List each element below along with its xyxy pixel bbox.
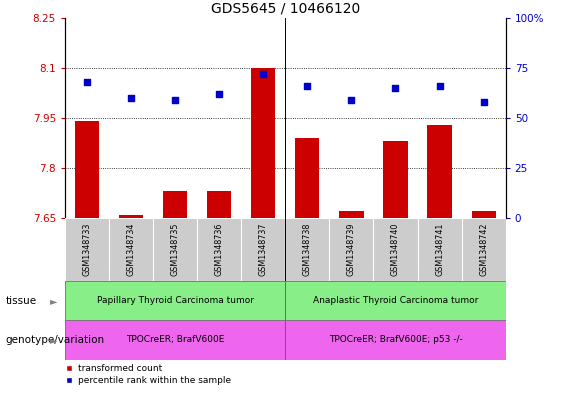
Text: GSM1348738: GSM1348738 bbox=[303, 223, 312, 276]
Bar bbox=[119, 215, 143, 218]
Bar bbox=[109, 218, 153, 281]
Point bbox=[479, 99, 488, 105]
Bar bbox=[65, 218, 109, 281]
Text: GSM1348736: GSM1348736 bbox=[215, 223, 224, 276]
Point bbox=[259, 71, 268, 77]
Bar bbox=[285, 218, 329, 281]
Bar bbox=[340, 211, 363, 218]
Bar bbox=[373, 218, 418, 281]
Text: TPOCreER; BrafV600E; p53 -/-: TPOCreER; BrafV600E; p53 -/- bbox=[329, 336, 462, 344]
Bar bbox=[462, 218, 506, 281]
Point bbox=[435, 83, 444, 89]
Point bbox=[347, 97, 356, 103]
Text: tissue: tissue bbox=[6, 296, 37, 306]
Text: Anaplastic Thyroid Carcinoma tumor: Anaplastic Thyroid Carcinoma tumor bbox=[313, 296, 478, 305]
Point bbox=[303, 83, 312, 89]
Text: GSM1348739: GSM1348739 bbox=[347, 223, 356, 276]
Text: genotype/variation: genotype/variation bbox=[6, 335, 105, 345]
Point bbox=[82, 79, 92, 85]
Text: Papillary Thyroid Carcinoma tumor: Papillary Thyroid Carcinoma tumor bbox=[97, 296, 254, 305]
Legend: transformed count, percentile rank within the sample: transformed count, percentile rank withi… bbox=[61, 360, 235, 389]
Point bbox=[171, 97, 180, 103]
Bar bbox=[295, 138, 319, 218]
Bar bbox=[285, 320, 506, 360]
Bar bbox=[418, 218, 462, 281]
Text: TPOCreER; BrafV600E: TPOCreER; BrafV600E bbox=[126, 336, 224, 344]
Bar bbox=[428, 125, 451, 218]
Text: GSM1348733: GSM1348733 bbox=[82, 223, 92, 276]
Text: GSM1348742: GSM1348742 bbox=[479, 223, 488, 276]
Point bbox=[391, 84, 400, 91]
Bar bbox=[65, 320, 285, 360]
Bar bbox=[251, 68, 275, 218]
Bar bbox=[285, 281, 506, 320]
Bar bbox=[153, 218, 197, 281]
Bar bbox=[207, 191, 231, 218]
Text: GSM1348737: GSM1348737 bbox=[259, 223, 268, 276]
Bar bbox=[329, 218, 373, 281]
Bar bbox=[75, 121, 99, 218]
Text: ►: ► bbox=[50, 296, 58, 306]
Text: GSM1348740: GSM1348740 bbox=[391, 223, 400, 276]
Point bbox=[215, 91, 224, 97]
Bar bbox=[163, 191, 187, 218]
Bar bbox=[241, 218, 285, 281]
Bar bbox=[197, 218, 241, 281]
Bar bbox=[472, 211, 496, 218]
Bar bbox=[384, 141, 407, 218]
Text: ►: ► bbox=[50, 335, 58, 345]
Text: GSM1348734: GSM1348734 bbox=[127, 223, 136, 276]
Text: GSM1348735: GSM1348735 bbox=[171, 223, 180, 276]
Point bbox=[127, 95, 136, 101]
Bar bbox=[65, 281, 285, 320]
Title: GDS5645 / 10466120: GDS5645 / 10466120 bbox=[211, 1, 360, 15]
Text: GSM1348741: GSM1348741 bbox=[435, 223, 444, 276]
